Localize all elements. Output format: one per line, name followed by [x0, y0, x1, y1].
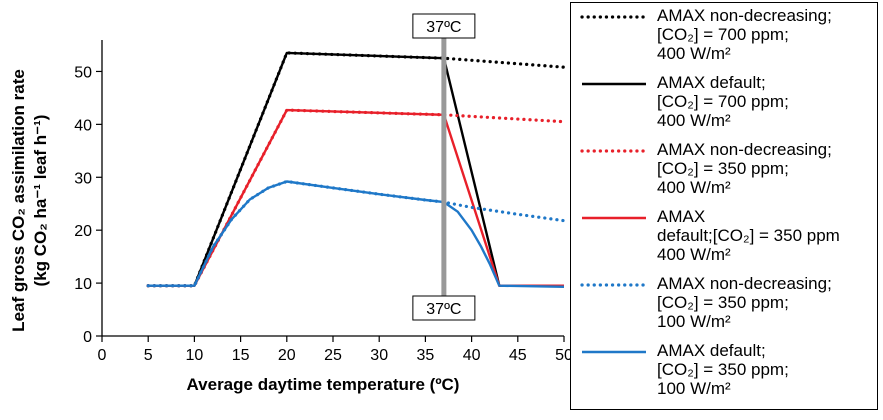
reference-label-bottom: 37ºC — [426, 301, 461, 318]
legend-label-line: [CO₂] = 350 ppm; — [657, 293, 789, 312]
legend-label-line: AMAX non-decreasing; — [657, 274, 832, 293]
y-tick-label: 10 — [74, 276, 92, 293]
chart: 37ºC 37ºC 0 5 10 15 20 25 30 35 40 45 50 0 10 20 30 40 50… — [9, 13, 570, 394]
legend-label: AMAX default; [CO₂] = 700 ppm; 400 W/m² — [657, 73, 875, 130]
x-tick-label: 40 — [463, 347, 481, 364]
legend-label: AMAX non-decreasing; [CO₂] = 350 ppm; 100 … — [657, 274, 875, 331]
x-tick-label: 0 — [98, 347, 107, 364]
tick-labels: 0 5 10 15 20 25 30 35 40 45 50 0 10 20 30 40 50 — [74, 64, 570, 364]
legend-label-line: [CO₂] = 700 ppm; — [657, 25, 789, 44]
x-tick-label: 35 — [417, 347, 435, 364]
y-tick-label: 50 — [74, 64, 92, 81]
y-tick-label: 40 — [74, 117, 92, 134]
x-tick-label: 10 — [186, 347, 204, 364]
legend-label-line: 400 W/m² — [657, 111, 731, 130]
y-tick-label: 0 — [83, 329, 92, 346]
x-tick-label: 45 — [509, 347, 527, 364]
y-axis-title-line-1: Leaf gross CO₂ assimilation rate — [9, 69, 28, 332]
legend-label-line: AMAX default; — [657, 341, 766, 360]
legend: AMAX non-decreasing; [CO₂] = 700 ppm; 400 … — [570, 2, 878, 410]
legend-label-line: [CO₂] = 700 ppm; — [657, 92, 789, 111]
series-line-3 — [146, 108, 566, 288]
legend-swatch — [580, 15, 648, 19]
legend-label-line: 400 W/m² — [657, 44, 731, 63]
legend-label-line: default;[CO₂] = 350 ppm — [657, 226, 840, 245]
plot-lines — [146, 51, 566, 288]
legend-label-line: AMAX — [657, 207, 706, 226]
reference-line-group: 37ºC 37ºC — [412, 13, 476, 321]
x-tick-label: 5 — [144, 347, 153, 364]
legend-swatch — [580, 149, 648, 153]
reference-label-top: 37ºC — [426, 19, 461, 36]
legend-label-line: [CO₂] = 350 ppm; — [657, 360, 789, 379]
series-line-5 — [146, 179, 566, 288]
legend-label-line: 100 W/m² — [657, 312, 731, 331]
legend-label: AMAX non-decreasing; [CO₂] = 700 ppm; 400 … — [657, 6, 875, 63]
x-tick-label: 50 — [555, 347, 570, 364]
reference-label-bottom-box — [412, 295, 476, 321]
x-tick-label: 30 — [370, 347, 388, 364]
x-axis-title: Average daytime temperature (ºC) — [187, 375, 460, 394]
legend-swatch — [582, 216, 646, 220]
y-axis-title-line-2: (kg CO₂ ha⁻¹ leaf h⁻¹) — [31, 115, 50, 287]
reference-label-top-box — [412, 13, 476, 39]
legend-swatch — [580, 283, 648, 287]
legend-label-line: 400 W/m² — [657, 178, 731, 197]
legend-label-line: [CO₂] = 350 ppm; — [657, 159, 789, 178]
legend-swatch — [582, 82, 646, 86]
x-tick-label: 15 — [232, 347, 250, 364]
legend-label: AMAX default; [CO₂] = 350 ppm; 100 W/m² — [657, 341, 875, 398]
x-tick-label: 25 — [324, 347, 342, 364]
legend-label-line: AMAX non-decreasing; — [657, 140, 832, 159]
legend-label: AMAX default;[CO₂] = 350 ppm 400 W/m² — [657, 207, 875, 264]
legend-label-line: 100 W/m² — [657, 379, 731, 398]
x-tick-label: 20 — [278, 347, 296, 364]
legend-label-line: 400 W/m² — [657, 245, 731, 264]
series-line-4 — [148, 108, 564, 287]
legend-label: AMAX non-decreasing; [CO₂] = 350 ppm; 400 … — [657, 140, 875, 197]
y-tick-label: 20 — [74, 223, 92, 240]
axes — [96, 40, 565, 342]
y-tick-label: 30 — [74, 170, 92, 187]
legend-label-line: AMAX non-decreasing; — [657, 6, 832, 25]
legend-swatch — [582, 350, 646, 354]
series-line-6 — [148, 180, 565, 288]
legend-label-line: AMAX default; — [657, 73, 766, 92]
